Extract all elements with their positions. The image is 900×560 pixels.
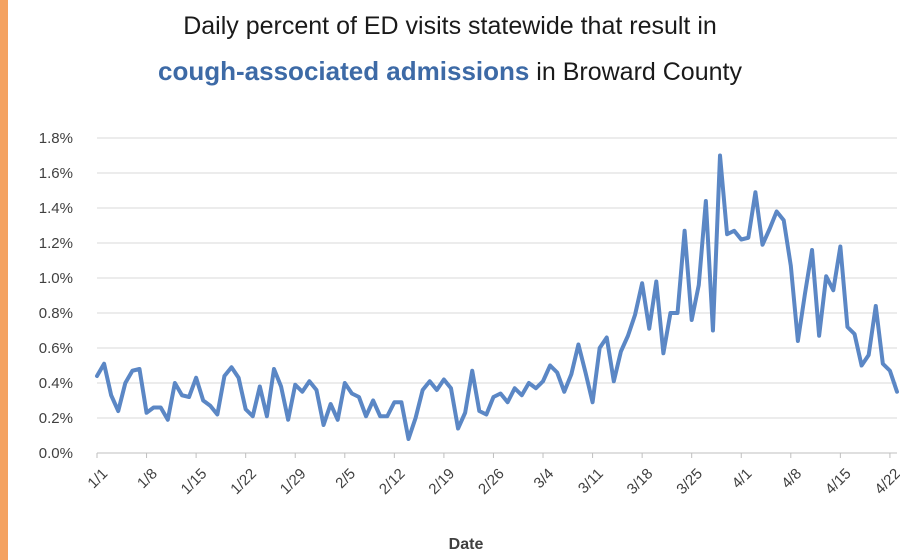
y-axis-ticks: 0.0% 0.2% 0.4% 0.6% 0.8% 1.0% 1.2% 1.4% 1.6% 1.8% <box>39 130 73 462</box>
y-tick-label: 1.6% <box>39 165 73 182</box>
x-axis-ticks: 1/1 1/8 1/15 1/22 1/29 2/5 2/12 2/19 2/26 3/4 3/11… <box>84 453 900 498</box>
y-tick-label: 0.4% <box>39 375 73 392</box>
x-tick-label: 4/15 <box>822 465 855 498</box>
x-tick-label: 3/4 <box>531 465 558 492</box>
grid-lines <box>97 138 897 418</box>
x-tick-label: 2/12 <box>376 465 409 498</box>
x-tick-label: 2/19 <box>425 465 458 498</box>
y-tick-label: 1.0% <box>39 270 73 287</box>
x-tick-label: 4/8 <box>778 465 805 492</box>
series-line <box>97 156 897 440</box>
y-tick-label: 1.8% <box>39 130 73 147</box>
x-tick-label: 1/15 <box>178 465 211 498</box>
x-tick-label: 3/11 <box>575 465 607 497</box>
x-tick-label: 4/22 <box>872 465 900 498</box>
y-tick-label: 1.2% <box>39 235 73 252</box>
y-tick-label: 0.0% <box>39 445 73 462</box>
x-tick-label: 3/25 <box>673 465 706 498</box>
x-tick-label: 1/8 <box>134 465 161 492</box>
y-tick-label: 1.4% <box>39 200 73 217</box>
x-axis-title: Date <box>449 536 484 553</box>
x-tick-label: 1/22 <box>227 465 260 498</box>
x-tick-label: 3/18 <box>624 465 657 498</box>
x-tick-label: 2/26 <box>475 465 508 498</box>
x-tick-label: 2/5 <box>332 465 359 492</box>
x-tick-label: 1/1 <box>84 465 111 492</box>
x-tick-label: 4/1 <box>729 465 756 492</box>
x-tick-label: 1/29 <box>277 465 310 498</box>
series-group <box>97 156 897 440</box>
y-tick-label: 0.8% <box>39 305 73 322</box>
y-tick-label: 0.6% <box>39 340 73 357</box>
y-tick-label: 0.2% <box>39 410 73 427</box>
